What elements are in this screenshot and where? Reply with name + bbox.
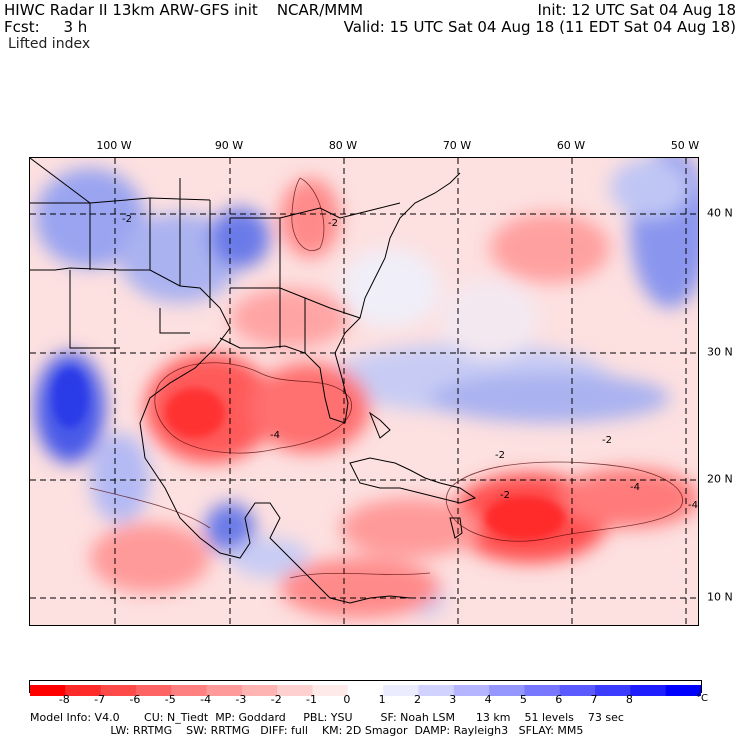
colorbar-swatch — [30, 685, 66, 696]
colorbar-tick-label: 3 — [449, 693, 457, 706]
colorbar-tick-label: 2 — [413, 693, 421, 706]
init-time: Init: 12 UTC Sat 04 Aug 18 — [537, 1, 736, 19]
contour-labels: -2 -2 -4 -2 -2 -4 -2 -4 — [122, 214, 698, 511]
colorbar-swatches — [30, 685, 702, 696]
lon-label-60w: 60 W — [556, 139, 586, 152]
colorbar-swatch — [65, 685, 102, 696]
colorbar-tick-label: 1 — [378, 693, 386, 706]
colorbar-tick-label: -1 — [306, 693, 317, 706]
lon-label-70w: 70 W — [442, 139, 472, 152]
contour-label: -2 — [602, 435, 612, 446]
colorbar-swatch — [418, 685, 455, 696]
map-canvas: -2 -2 -4 -2 -2 -4 -2 -4 — [30, 158, 698, 625]
colorbar-swatch — [100, 685, 137, 696]
colorbar-swatch — [347, 685, 384, 696]
lat-label-20n: 20 N — [707, 472, 733, 486]
colorbar-swatch — [241, 685, 278, 696]
colorbar-swatch — [135, 685, 172, 696]
colorbar-tick-label: -3 — [235, 693, 247, 706]
colorbar-unit: °C — [696, 693, 708, 704]
colorbar-tick-label: -5 — [164, 693, 176, 706]
colorbar-tick-label: 5 — [519, 693, 527, 706]
lon-label-100w: 100 W — [96, 139, 132, 152]
contour-label: -4 — [270, 430, 280, 441]
colorbar-swatch — [383, 685, 419, 696]
model-info-line1: Model Info: V4.0 CU: N_Tiedt MP: Goddard… — [30, 711, 624, 724]
lon-label-80w: 80 W — [328, 139, 358, 152]
contour-label: -2 — [495, 450, 505, 461]
colorbar-tick-label: -4 — [200, 693, 212, 706]
colorbar-swatch — [559, 685, 596, 696]
model-title: HIWC Radar II 13km ARW-GFS init NCAR/MMM — [4, 1, 364, 19]
lat-label-30n: 30 N — [707, 345, 733, 359]
contour-label: -2 — [328, 218, 338, 229]
colorbar-tick-label: -2 — [270, 693, 282, 706]
colorbar-swatch — [312, 685, 349, 696]
lifted-index-map: -2 -2 -4 -2 -2 -4 -2 -4 — [29, 157, 699, 626]
field-name: Lifted index — [8, 36, 91, 52]
valid-time: Valid: 15 UTC Sat 04 Aug 18 (11 EDT Sat … — [343, 18, 736, 36]
model-info-line2: LW: RRTMG SW: RRTMG DIFF: full KM: 2D Sm… — [30, 724, 584, 737]
colorbar-tick-label: 0 — [343, 693, 351, 706]
lat-label-40n: 40 N — [707, 206, 733, 220]
forecast-hour: Fcst: 3 h — [4, 18, 88, 36]
lifted-index-contours — [89, 177, 683, 579]
contour-label: -2 — [500, 490, 510, 501]
lat-label-10n: 10 N — [707, 590, 733, 604]
colorbar-swatch — [630, 685, 667, 696]
field-cores — [52, 368, 565, 540]
colorbar-tick-label: -6 — [129, 693, 141, 706]
colorbar-swatch — [171, 685, 208, 696]
contour-label: -4 — [630, 482, 640, 493]
colorbar-tick-label: -7 — [94, 693, 106, 706]
colorbar-swatch — [665, 685, 702, 696]
contour-label: -2 — [122, 214, 132, 225]
colorbar-swatch — [206, 685, 243, 696]
contour-label: -4 — [688, 500, 698, 511]
colorbar-swatch — [489, 685, 525, 696]
colorbar-tick-label: 7 — [590, 693, 598, 706]
colorbar-tick-label: 4 — [484, 693, 492, 706]
colorbar-tick-label: 8 — [625, 693, 633, 706]
lon-label-90w: 90 W — [214, 139, 244, 152]
colorbar-swatch — [595, 685, 631, 696]
colorbar — [29, 680, 702, 696]
colorbar-swatch — [277, 685, 314, 696]
colorbar-swatch — [453, 685, 490, 696]
colorbar-swatch — [524, 685, 561, 696]
lon-label-50w: 50 W — [670, 139, 700, 152]
colorbar-tick-label: 6 — [555, 693, 563, 706]
colorbar-tick-label: -8 — [58, 693, 70, 706]
coastlines-borders — [30, 158, 477, 604]
